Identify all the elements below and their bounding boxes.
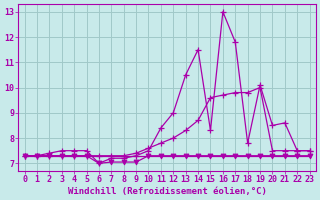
X-axis label: Windchill (Refroidissement éolien,°C): Windchill (Refroidissement éolien,°C) — [68, 187, 267, 196]
